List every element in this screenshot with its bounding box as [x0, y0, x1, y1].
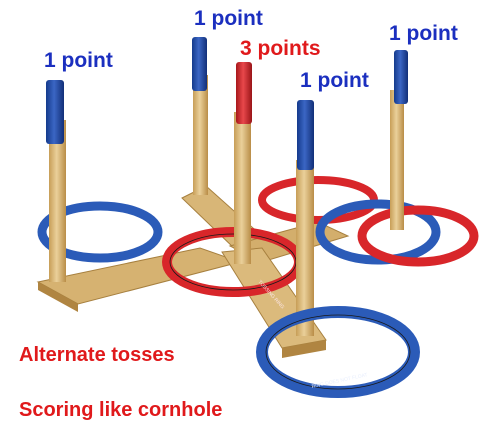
right-post-label: 1 point: [389, 22, 458, 45]
caption-alternate-tosses: Alternate tosses: [19, 344, 175, 366]
left-post-blue-cap: [46, 80, 64, 144]
posts: [46, 37, 408, 336]
blue-ring-left: [37, 201, 163, 263]
caption-scoring-like-cornhole: Scoring like cornhole: [19, 399, 223, 421]
base-plank-front-arm-side: [282, 340, 326, 358]
front-post-blue-cap: [297, 100, 314, 170]
back-left-post-wood: [193, 75, 208, 195]
front-post-label: 1 point: [300, 69, 369, 92]
back-left-post-blue-cap: [192, 37, 207, 91]
red-ring-right: [357, 205, 479, 267]
base-plank-left-arm-side: [38, 282, 78, 312]
left-post-wood: [49, 120, 66, 282]
front-post-wood: [296, 160, 314, 336]
red-ring-back: [258, 176, 378, 224]
blue-ring-right: [315, 199, 441, 265]
right-post-blue-cap: [394, 50, 408, 104]
rings-front: [256, 306, 420, 398]
rings-back: [37, 176, 479, 297]
center-post-label: 3 points: [240, 37, 321, 60]
blue-ring-front-inner-line: [265, 314, 411, 390]
center-post-red-cap: [236, 62, 252, 124]
right-post-wood: [390, 90, 404, 230]
back-left-post-label: 1 point: [194, 7, 263, 30]
center-post-wood: [234, 112, 251, 264]
left-post-label: 1 point: [44, 49, 113, 72]
blue-ring-front: [256, 306, 420, 398]
